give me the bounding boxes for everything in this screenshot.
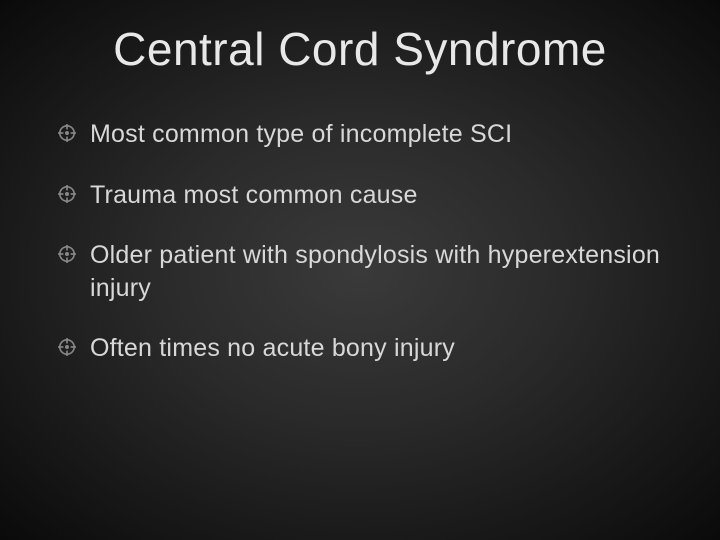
bullet-text: Older patient with spondylosis with hype…	[90, 239, 670, 304]
list-item: Older patient with spondylosis with hype…	[58, 239, 670, 304]
slide-container: Central Cord Syndrome Most common type o…	[0, 0, 720, 540]
bullet-text: Most common type of incomplete SCI	[90, 118, 512, 151]
list-item: Often times no acute bony injury	[58, 332, 670, 365]
bullet-list: Most common type of incomplete SCI Traum…	[50, 118, 670, 365]
bullet-text: Often times no acute bony injury	[90, 332, 455, 365]
crosshair-icon	[58, 124, 76, 142]
bullet-text: Trauma most common cause	[90, 179, 418, 212]
list-item: Trauma most common cause	[58, 179, 670, 212]
crosshair-icon	[58, 245, 76, 263]
slide-title: Central Cord Syndrome	[50, 22, 670, 76]
list-item: Most common type of incomplete SCI	[58, 118, 670, 151]
crosshair-icon	[58, 185, 76, 203]
crosshair-icon	[58, 338, 76, 356]
